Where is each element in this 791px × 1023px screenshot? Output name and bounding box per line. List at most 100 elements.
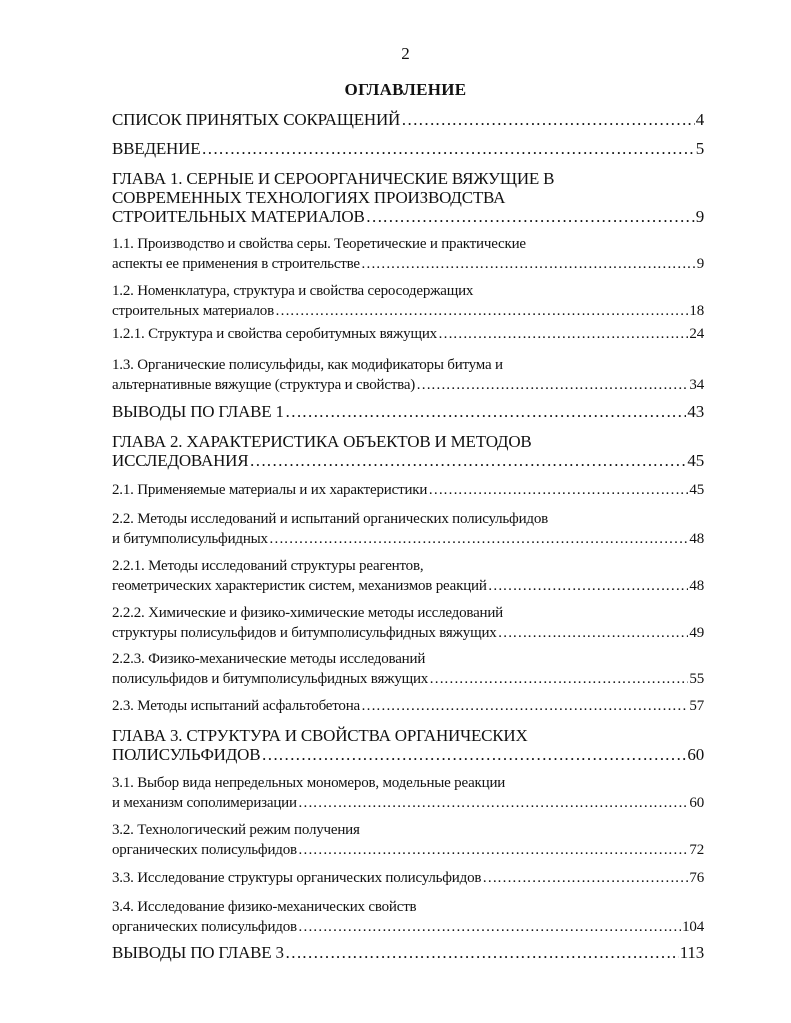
toc-entry-text: 3.2. Технологический режим получения <box>112 822 360 838</box>
toc-page-number: 72 <box>689 841 704 858</box>
toc-page-number: 34 <box>689 376 704 393</box>
toc-entry-line: ВЫВОДЫ ПО ГЛАВЕ 3 113 <box>112 943 704 962</box>
toc-page-number: 48 <box>689 577 704 594</box>
dot-leader <box>298 918 681 938</box>
dot-leader <box>438 325 688 345</box>
toc-entry-text: ПОЛИСУЛЬФИДОВ <box>112 745 261 764</box>
dot-leader <box>401 110 695 129</box>
toc-entry-text: строительных материалов <box>112 302 274 319</box>
toc-entry-text: 2.3. Методы испытаний асфальтобетона <box>112 698 361 714</box>
toc-entry[interactable]: ВЫВОДЫ ПО ГЛАВЕ 1 43 <box>112 402 704 421</box>
toc-entry[interactable]: ВВЕДЕНИЕ 5 <box>112 139 704 158</box>
toc-entry-line: органических полисульфидов 104 <box>112 918 704 938</box>
toc-page-number: 113 <box>679 943 704 962</box>
toc-page-number: 4 <box>695 110 705 129</box>
toc-entry[interactable]: ГЛАВА 2. ХАРАКТЕРИСТИКА ОБЪЕКТОВ И МЕТОД… <box>112 432 704 470</box>
toc-entry-text: 1.2. Номенклатура, структура и свойства … <box>112 283 474 299</box>
toc-page-number: 5 <box>695 139 705 158</box>
toc-entry-line: и механизм сополимеризации 60 <box>112 794 704 814</box>
toc-entry-text: 3.1. Выбор вида непредельных мономеров, … <box>112 775 506 791</box>
toc-entry[interactable]: 2.1. Применяемые материалы и их характер… <box>112 481 704 501</box>
toc-entry[interactable]: 3.1. Выбор вида непредельных мономеров, … <box>112 774 704 813</box>
toc-entry-line: 3.4. Исследование физико-механических св… <box>112 898 704 918</box>
toc-entry-line: органических полисульфидов 72 <box>112 841 704 861</box>
toc-entry[interactable]: 1.2.1. Структура и свойства серобитумных… <box>112 325 704 345</box>
toc-entry-line: геометрических характеристик систем, мех… <box>112 577 704 597</box>
dot-leader <box>285 402 687 421</box>
toc-entry-line: ВЫВОДЫ ПО ГЛАВЕ 1 43 <box>112 402 704 421</box>
toc-entry-text: ВВЕДЕНИЕ <box>112 139 201 158</box>
toc-entry-text: ГЛАВА 3. СТРУКТУРА И СВОЙСТВА ОРГАНИЧЕСК… <box>112 726 528 745</box>
toc-entry[interactable]: 1.1. Производство и свойства серы. Теоре… <box>112 235 704 274</box>
page-number: 2 <box>401 44 410 63</box>
toc-entry-text: 2.2.2. Химические и физико-химические ме… <box>112 605 504 621</box>
toc-entry-text: альтернативные вяжущие (структура и свой… <box>112 376 416 393</box>
toc-entry-line: полисульфидов и битумполисульфидных вяжу… <box>112 670 704 690</box>
toc-entry-line: ПОЛИСУЛЬФИДОВ 60 <box>112 745 704 764</box>
dot-leader <box>249 451 686 470</box>
dot-leader <box>201 139 694 158</box>
toc-entry[interactable]: 3.2. Технологический режим получения орга… <box>112 821 704 860</box>
toc-entry-text: 3.4. Исследование физико-механических св… <box>112 899 417 915</box>
toc-entry-text: 1.3. Органические полисульфиды, как моди… <box>112 357 503 373</box>
toc-page-number: 60 <box>687 745 704 764</box>
toc-entry-line: 3.1. Выбор вида непредельных мономеров, … <box>112 774 704 794</box>
toc-entry-text: 3.3. Исследование структуры органических… <box>112 870 482 886</box>
toc-entry-text: ВЫВОДЫ ПО ГЛАВЕ 3 <box>112 943 284 962</box>
toc-entry[interactable]: ГЛАВА 3. СТРУКТУРА И СВОЙСТВА ОРГАНИЧЕСК… <box>112 726 704 764</box>
toc-entry-line: 2.2.3. Физико-механические методы исслед… <box>112 650 704 670</box>
toc-entry[interactable]: ВЫВОДЫ ПО ГЛАВЕ 3 113 <box>112 943 704 962</box>
toc-entry-text: 1.1. Производство и свойства серы. Теоре… <box>112 236 526 252</box>
toc-entry[interactable]: 3.4. Исследование физико-механических св… <box>112 898 704 937</box>
toc-entry-text: геометрических характеристик систем, мех… <box>112 577 487 594</box>
toc-page-number: 48 <box>689 530 704 547</box>
toc-entry-text: 2.1. Применяемые материалы и их характер… <box>112 482 428 498</box>
toc-entry-line: 2.2.1. Методы исследований структуры реа… <box>112 557 704 577</box>
dot-leader <box>366 207 695 226</box>
toc-page-number: 45 <box>687 451 704 470</box>
toc-entry-text: ГЛАВА 1. СЕРНЫЕ И СЕРООРГАНИЧЕСКИЕ ВЯЖУЩ… <box>112 169 555 188</box>
dot-leader <box>285 943 679 962</box>
toc-page-number: 43 <box>687 402 704 421</box>
toc-entry[interactable]: 1.2. Номенклатура, структура и свойства … <box>112 282 704 321</box>
toc-page-number: 104 <box>682 918 704 935</box>
toc-page-number: 9 <box>696 255 705 272</box>
dot-leader <box>428 481 688 501</box>
toc-page-number: 55 <box>689 670 704 687</box>
toc-entry-line: 1.2. Номенклатура, структура и свойства … <box>112 282 704 302</box>
toc-entry-line: строительных материалов 18 <box>112 302 704 322</box>
toc-entry[interactable]: 3.3. Исследование структуры органических… <box>112 869 704 889</box>
toc-entry[interactable]: ГЛАВА 1. СЕРНЫЕ И СЕРООРГАНИЧЕСКИЕ ВЯЖУЩ… <box>112 169 704 226</box>
toc-entry-line: 3.3. Исследование структуры органических… <box>112 869 704 889</box>
dot-leader <box>429 670 688 690</box>
toc-entry-line: альтернативные вяжущие (структура и свой… <box>112 376 704 396</box>
toc-entry[interactable]: СПИСОК ПРИНЯТЫХ СОКРАЩЕНИЙ 4 <box>112 110 704 129</box>
toc-entry-text: СТРОИТЕЛЬНЫХ МАТЕРИАЛОВ <box>112 207 365 226</box>
toc-entry[interactable]: 2.2.2. Химические и физико-химические ме… <box>112 604 704 643</box>
toc-entry-line: ВВЕДЕНИЕ 5 <box>112 139 704 158</box>
toc-entry[interactable]: 2.2.3. Физико-механические методы исслед… <box>112 650 704 689</box>
toc-entry-text: и механизм сополимеризации <box>112 794 297 811</box>
toc-entry-text: СОВРЕМЕННЫХ ТЕХНОЛОГИЯХ ПРОИЗВОДСТВА <box>112 188 506 207</box>
toc-entry-text: и битумполисульфидных <box>112 530 268 547</box>
toc-entry[interactable]: 2.2.1. Методы исследований структуры реа… <box>112 557 704 596</box>
dot-leader <box>261 745 686 764</box>
toc-entry-text: органических полисульфидов <box>112 841 297 858</box>
toc-page-number: 60 <box>689 794 704 811</box>
toc-page-number: 24 <box>689 326 704 342</box>
toc-entry[interactable]: 2.2. Методы исследований и испытаний орг… <box>112 510 704 549</box>
dot-leader <box>498 624 689 644</box>
toc-entry-text: структуры полисульфидов и битумполисульф… <box>112 624 497 641</box>
toc-page-number: 49 <box>689 624 704 641</box>
toc-entry-line: и битумполисульфидных 48 <box>112 530 704 550</box>
toc-entry[interactable]: 1.3. Органические полисульфиды, как моди… <box>112 356 704 395</box>
dot-leader <box>269 530 689 550</box>
toc-entry-line: СОВРЕМЕННЫХ ТЕХНОЛОГИЯХ ПРОИЗВОДСТВА <box>112 188 704 207</box>
dot-leader <box>416 376 688 396</box>
toc-entry-text: ВЫВОДЫ ПО ГЛАВЕ 1 <box>112 402 284 421</box>
toc-page-number: 9 <box>695 207 705 226</box>
toc-entry-text: ИССЛЕДОВАНИЯ <box>112 451 249 470</box>
toc-entry[interactable]: 2.3. Методы испытаний асфальтобетона 57 <box>112 697 704 717</box>
toc-entry-text: ГЛАВА 2. ХАРАКТЕРИСТИКА ОБЪЕКТОВ И МЕТОД… <box>112 432 532 451</box>
dot-leader <box>298 794 689 814</box>
